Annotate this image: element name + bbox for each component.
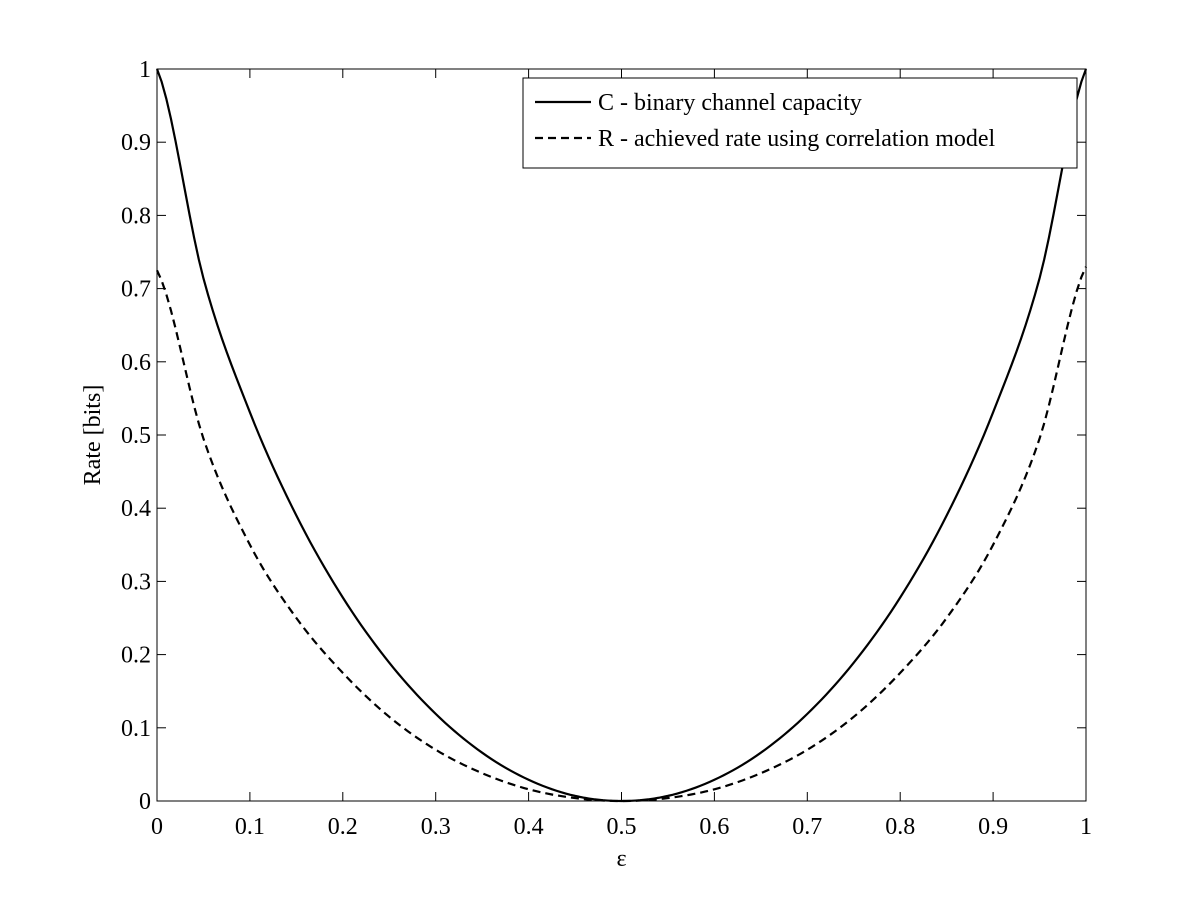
y-tick-label: 0.1	[121, 716, 151, 742]
x-tick-label: 0.3	[421, 814, 451, 840]
x-tick-label: 0.6	[699, 814, 729, 840]
y-tick-label: 0.7	[121, 277, 151, 303]
legend-box	[522, 77, 1078, 169]
y-tick-label: 0.4	[121, 496, 151, 522]
x-tick-label: 0.5	[607, 814, 637, 840]
y-tick-label: 0.2	[121, 643, 151, 669]
legend-label-1: R - achieved rate using correlation mode…	[598, 126, 996, 152]
x-tick-label: 1	[1080, 814, 1092, 840]
x-tick-label: 0.1	[235, 814, 265, 840]
x-tick-label: 0.7	[792, 814, 822, 840]
plot-area: 0 0.1 0.2 0.3 0.4 0.5 0.6 0.7 0.8 0.9 1 0 0.1 0.2 0.3 0…	[121, 57, 1092, 840]
series-layer	[155, 68, 1088, 803]
y-tick-label: 1	[139, 57, 151, 83]
x-tick-label: 0.8	[885, 814, 915, 840]
axes-box	[156, 68, 1087, 802]
y-axis-label: Rate [bits]	[80, 385, 106, 486]
legend-label-0: C - binary channel capacity	[598, 90, 862, 116]
series-line-0	[155, 68, 1088, 803]
y-tick-label: 0.8	[121, 203, 151, 229]
y-tick-label: 0.5	[121, 423, 151, 449]
x-tick-label: 0.2	[328, 814, 358, 840]
x-axis-label: ε	[616, 846, 626, 872]
legend: C - binary channel capacity R - achieved …	[522, 77, 1078, 169]
y-tick-label: 0.3	[121, 569, 151, 595]
x-tick-label: 0	[151, 814, 163, 840]
x-tick-label: 0.4	[514, 814, 544, 840]
y-tick-label: 0.9	[121, 130, 151, 156]
y-tick-label: 0.6	[121, 350, 151, 376]
y-tick-label: 0	[139, 789, 151, 815]
x-tick-label: 0.9	[978, 814, 1008, 840]
